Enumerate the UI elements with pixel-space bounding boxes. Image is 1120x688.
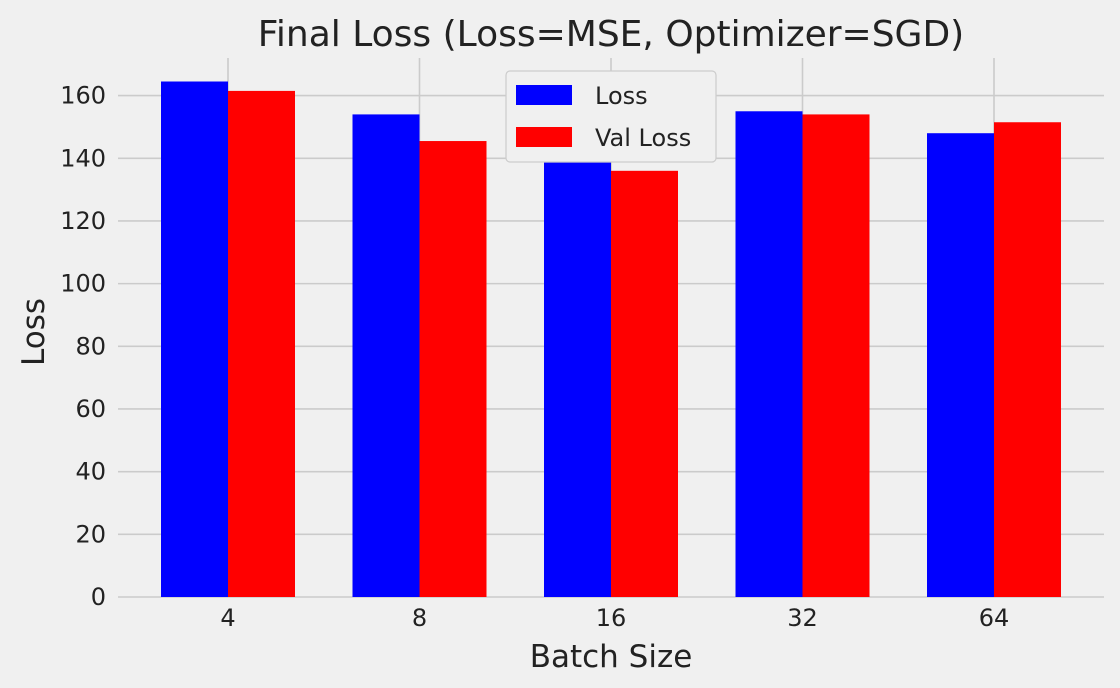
bar-loss bbox=[544, 155, 611, 597]
bar-loss bbox=[735, 111, 803, 597]
y-tick-label: 0 bbox=[91, 583, 106, 611]
x-tick-label: 4 bbox=[220, 604, 235, 632]
bar-val-loss bbox=[994, 122, 1061, 598]
legend-label-loss: Loss bbox=[595, 82, 648, 110]
legend-swatch-val-loss bbox=[516, 127, 572, 147]
x-tick-label: 32 bbox=[787, 604, 818, 632]
y-tick-label: 100 bbox=[60, 270, 106, 298]
legend-swatch-loss bbox=[516, 85, 572, 105]
bar-val-loss bbox=[419, 141, 487, 597]
bar-val-loss bbox=[228, 90, 295, 598]
bar-val-loss bbox=[802, 114, 870, 597]
y-tick-labels: 0 20 40 60 80 100 120 140 160 bbox=[60, 82, 106, 611]
y-tick-label: 140 bbox=[60, 144, 106, 172]
y-tick-label: 40 bbox=[75, 458, 106, 486]
y-tick-label: 20 bbox=[75, 520, 106, 548]
x-tick-labels: 4 8 16 32 64 bbox=[220, 604, 1009, 632]
y-tick-label: 60 bbox=[75, 395, 106, 423]
legend: Loss Val Loss bbox=[505, 70, 717, 163]
legend-label-val-loss: Val Loss bbox=[595, 124, 691, 152]
chart-title: Final Loss (Loss=MSE, Optimizer=SGD) bbox=[258, 14, 964, 55]
y-tick-label: 160 bbox=[60, 82, 106, 110]
bar-loss bbox=[352, 114, 420, 597]
x-tick-label: 8 bbox=[412, 604, 427, 632]
bar-loss bbox=[927, 133, 994, 598]
y-tick-label: 120 bbox=[60, 207, 106, 235]
bars bbox=[161, 81, 1061, 598]
y-axis-title: Loss bbox=[16, 298, 52, 366]
bar-val-loss bbox=[611, 170, 678, 597]
x-tick-label: 64 bbox=[979, 604, 1010, 632]
x-tick-label: 16 bbox=[596, 604, 627, 632]
y-tick-label: 80 bbox=[75, 332, 106, 360]
bar-loss bbox=[161, 81, 228, 597]
x-axis-title: Batch Size bbox=[530, 639, 693, 675]
